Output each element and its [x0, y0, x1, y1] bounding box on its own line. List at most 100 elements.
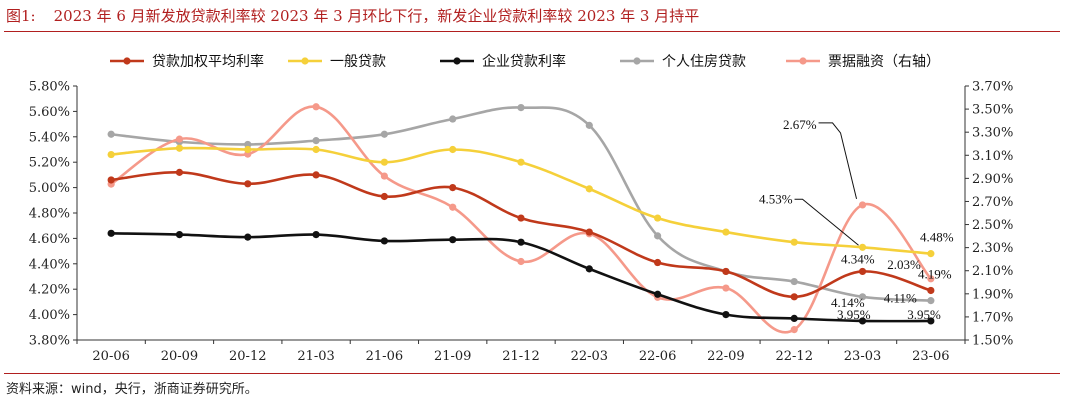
point-mortgage-loan — [380, 130, 388, 138]
legend-marker-corporate-loan — [453, 57, 461, 65]
point-mortgage-loan — [312, 137, 320, 145]
legend-marker-mortgage-loan — [633, 57, 641, 65]
point-weighted-rate — [107, 176, 115, 184]
point-general-loan — [585, 185, 593, 193]
data-label: 4.53% — [759, 191, 793, 206]
point-general-loan — [927, 250, 935, 258]
point-corporate-loan — [585, 265, 593, 273]
left-tick-label: 4.00% — [29, 308, 70, 323]
point-general-loan — [858, 243, 867, 251]
legend-label-bill-financing: 票据融资（右轴） — [828, 54, 940, 70]
footer-rule — [4, 373, 1060, 374]
legend-label-weighted-rate: 贷款加权平均利率 — [152, 53, 264, 70]
data-label: 3.95% — [907, 307, 941, 322]
point-bill-financing — [790, 326, 798, 334]
point-bill-financing — [722, 284, 730, 292]
point-bill-financing — [175, 135, 184, 143]
point-general-loan — [312, 145, 320, 154]
point-weighted-rate — [585, 228, 593, 236]
callout-leader — [818, 122, 858, 200]
point-mortgage-loan — [107, 130, 115, 138]
right-tick-label: 2.70% — [972, 195, 1013, 210]
legend-marker-bill-financing — [799, 57, 807, 65]
x-tick-label: 22-09 — [707, 349, 744, 364]
point-corporate-loan — [380, 237, 388, 245]
point-general-loan — [107, 150, 115, 159]
point-general-loan — [380, 158, 388, 166]
right-tick-label: 3.70% — [972, 80, 1013, 95]
left-tick-label: 5.80% — [29, 80, 70, 95]
point-corporate-loan — [858, 317, 867, 325]
point-bill-financing — [380, 172, 388, 180]
point-general-loan — [654, 214, 662, 222]
point-mortgage-loan — [244, 140, 252, 149]
point-mortgage-loan — [585, 121, 593, 129]
point-general-loan — [175, 144, 184, 152]
point-corporate-loan — [312, 230, 320, 239]
title-rule — [4, 31, 1060, 32]
data-label: 4.14% — [831, 295, 865, 310]
right-tick-label: 2.30% — [972, 241, 1013, 256]
left-tick-label: 4.80% — [29, 207, 70, 222]
figure-title: 图1: 2023 年 6 月新发放贷款利率较 2023 年 3 月环比下行，新发企… — [6, 4, 1060, 28]
left-tick-label: 5.00% — [29, 181, 70, 196]
legend-marker-general-loan — [301, 57, 309, 65]
point-mortgage-loan — [858, 293, 867, 301]
legend-label-general-loan: 一般贷款 — [330, 54, 386, 70]
point-weighted-rate — [244, 180, 252, 188]
point-corporate-loan — [449, 236, 457, 244]
point-corporate-loan — [927, 317, 935, 325]
left-tick-label: 5.40% — [29, 130, 70, 145]
right-tick-label: 2.50% — [972, 218, 1013, 233]
legend-label-mortgage-loan: 个人住房贷款 — [662, 54, 746, 70]
point-weighted-rate — [312, 171, 320, 179]
data-label: 4.48% — [920, 230, 954, 245]
figure-number: 图1: — [6, 7, 36, 25]
legend-label-corporate-loan: 企业贷款利率 — [482, 53, 566, 70]
point-corporate-loan — [107, 229, 115, 237]
point-corporate-loan — [654, 290, 662, 298]
point-bill-financing — [449, 203, 457, 211]
x-tick-label: 20-12 — [229, 349, 266, 364]
point-corporate-loan — [244, 233, 252, 241]
source-note: 资料来源：wind，央行，浙商证券研究所。 — [6, 382, 258, 397]
series-line-weighted-rate — [111, 171, 932, 299]
right-tick-label: 1.70% — [972, 310, 1013, 325]
point-weighted-rate — [380, 192, 388, 201]
point-corporate-loan — [517, 238, 525, 246]
figure-title-text: 2023 年 6 月新发放贷款利率较 2023 年 3 月环比下行，新发企业贷款… — [53, 7, 700, 25]
series-line-corporate-loan — [111, 232, 931, 323]
legend-marker-weighted-rate — [123, 57, 131, 65]
point-bill-financing — [858, 201, 867, 209]
data-label: 2.67% — [783, 117, 817, 132]
right-tick-label: 2.10% — [972, 264, 1013, 279]
x-tick-label: 20-09 — [161, 349, 198, 364]
x-tick-label: 23-03 — [844, 349, 881, 364]
data-label: 4.11% — [884, 291, 917, 306]
x-tick-label: 20-06 — [92, 349, 129, 364]
left-tick-label: 4.20% — [29, 283, 70, 298]
point-weighted-rate — [517, 214, 525, 222]
right-tick-label: 1.50% — [972, 334, 1013, 349]
point-corporate-loan — [722, 311, 730, 319]
point-weighted-rate — [858, 267, 867, 276]
x-tick-label: 21-06 — [366, 349, 403, 364]
point-weighted-rate — [927, 286, 935, 295]
left-tick-label: 3.80% — [29, 334, 70, 349]
right-tick-label: 3.30% — [972, 126, 1013, 141]
point-weighted-rate — [449, 184, 457, 192]
data-label: 4.19% — [918, 266, 952, 281]
point-mortgage-loan — [927, 297, 935, 305]
point-weighted-rate — [175, 168, 184, 176]
point-weighted-rate — [790, 293, 798, 301]
x-tick-label: 22-03 — [571, 349, 608, 364]
x-tick-label: 21-03 — [297, 349, 334, 364]
point-corporate-loan — [175, 230, 184, 239]
data-label: 3.95% — [837, 307, 871, 322]
right-tick-label: 3.10% — [972, 149, 1013, 164]
point-general-loan — [517, 158, 525, 166]
x-tick-label: 21-09 — [434, 349, 471, 364]
point-general-loan — [722, 228, 730, 236]
right-tick-label: 1.90% — [972, 287, 1013, 302]
